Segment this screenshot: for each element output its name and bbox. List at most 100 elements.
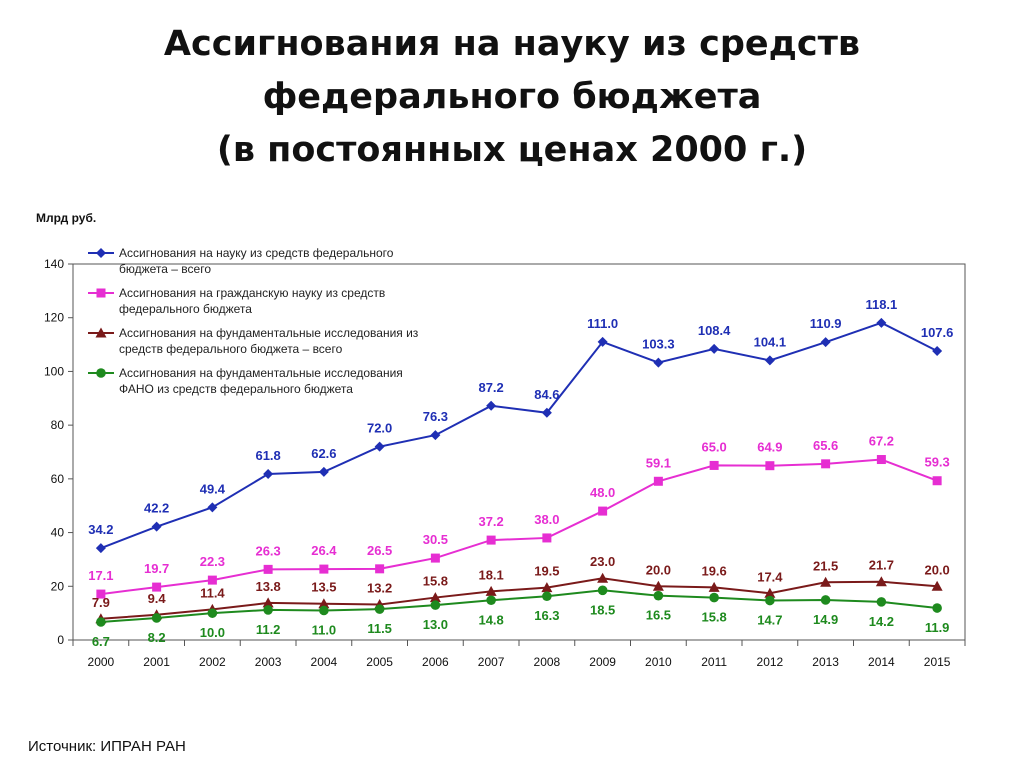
legend-entry-text: Ассигнования на науку из средств федерал… xyxy=(119,246,394,260)
data-point xyxy=(318,466,329,477)
x-tick-label: 2000 xyxy=(88,655,115,669)
data-label: 34.2 xyxy=(88,522,113,537)
data-point xyxy=(95,543,106,554)
data-label: 11.9 xyxy=(925,620,950,635)
data-label: 67.2 xyxy=(869,434,894,449)
legend-marker xyxy=(96,368,106,378)
data-point xyxy=(374,441,385,452)
data-point xyxy=(932,476,942,486)
data-point xyxy=(653,357,664,368)
source-note: Источник: ИПРАН РАН xyxy=(28,738,186,755)
data-label: 21.5 xyxy=(813,558,838,573)
data-label: 104.1 xyxy=(754,334,787,349)
title-line-1: Ассигнования на науку из средств xyxy=(163,24,861,64)
data-label: 18.5 xyxy=(590,602,615,617)
x-tick-label: 2007 xyxy=(478,655,505,669)
x-tick-label: 2002 xyxy=(199,655,226,669)
data-label: 20.0 xyxy=(646,562,671,577)
data-point xyxy=(541,582,553,593)
data-point xyxy=(429,592,441,603)
legend-entry-text: Ассигнования на фундаментальные исследов… xyxy=(119,326,419,340)
x-tick-label: 2004 xyxy=(311,655,338,669)
data-point xyxy=(764,587,776,598)
y-tick-label: 120 xyxy=(44,311,64,325)
data-label: 108.4 xyxy=(698,323,731,338)
data-label: 38.0 xyxy=(534,512,559,527)
data-label: 16.3 xyxy=(534,608,559,623)
data-point xyxy=(653,590,664,601)
data-point xyxy=(653,476,663,486)
data-point xyxy=(765,461,775,471)
series-line-1 xyxy=(100,321,938,550)
data-point xyxy=(430,430,441,441)
x-tick-label: 2010 xyxy=(645,655,672,669)
x-tick-label: 2008 xyxy=(534,655,561,669)
data-label: 14.8 xyxy=(478,612,503,627)
legend-marker xyxy=(96,288,106,298)
data-label: 14.2 xyxy=(869,614,894,629)
data-point xyxy=(709,460,719,470)
data-point xyxy=(597,572,609,583)
chart-title: Ассигнования на науку из средств федерал… xyxy=(0,18,1024,177)
data-label: 11.0 xyxy=(312,622,337,637)
data-point xyxy=(542,533,552,543)
data-point xyxy=(207,575,217,585)
data-point xyxy=(821,459,831,469)
series-line-4 xyxy=(100,589,938,624)
data-point xyxy=(597,336,608,347)
data-point xyxy=(318,598,330,609)
data-point xyxy=(932,603,942,613)
data-point xyxy=(597,585,608,596)
data-point xyxy=(262,597,274,608)
legend-marker xyxy=(95,327,107,338)
data-label: 17.4 xyxy=(757,569,783,584)
data-label: 64.9 xyxy=(757,440,782,455)
x-tick-label: 2001 xyxy=(143,655,170,669)
data-point xyxy=(96,589,106,599)
data-label: 13.5 xyxy=(311,580,336,595)
data-label: 9.4 xyxy=(148,591,167,606)
data-point xyxy=(96,617,106,627)
x-tick-label: 2006 xyxy=(422,655,449,669)
data-point xyxy=(876,597,887,607)
data-point xyxy=(931,580,943,591)
y-tick-label: 60 xyxy=(51,472,65,486)
legend-marker xyxy=(96,248,106,258)
data-label: 8.2 xyxy=(148,630,166,645)
data-point xyxy=(485,585,497,596)
data-point xyxy=(207,502,218,513)
legend-entry-text: бюджета – всего xyxy=(119,262,211,276)
data-label: 65.0 xyxy=(701,439,726,454)
data-point xyxy=(876,317,887,328)
data-label: 15.8 xyxy=(701,610,726,625)
data-label: 30.5 xyxy=(423,532,448,547)
data-point xyxy=(709,592,719,603)
y-tick-label: 40 xyxy=(51,526,65,540)
data-label: 72.0 xyxy=(367,421,392,436)
data-point xyxy=(764,355,775,366)
x-tick-label: 2014 xyxy=(868,655,895,669)
y-tick-label: 20 xyxy=(51,579,65,593)
y-tick-label: 0 xyxy=(57,633,64,647)
data-label: 16.5 xyxy=(646,608,671,623)
data-label: 26.3 xyxy=(255,543,280,558)
data-label: 87.2 xyxy=(478,380,503,395)
data-point xyxy=(151,613,162,623)
data-label: 22.3 xyxy=(200,554,225,569)
data-point xyxy=(486,400,497,411)
data-point xyxy=(486,595,496,606)
data-label: 76.3 xyxy=(423,409,448,424)
x-tick-label: 2012 xyxy=(757,655,784,669)
data-point xyxy=(263,469,274,480)
data-point xyxy=(430,553,440,563)
data-label: 42.2 xyxy=(144,501,169,516)
data-label: 84.6 xyxy=(534,387,559,402)
data-label: 23.0 xyxy=(590,554,615,569)
data-label: 17.1 xyxy=(88,568,113,583)
y-axis-label: Млрд руб. xyxy=(36,211,96,225)
x-tick-label: 2015 xyxy=(924,655,951,669)
data-point xyxy=(820,595,831,605)
data-label: 20.0 xyxy=(924,562,949,577)
data-point xyxy=(374,604,385,614)
